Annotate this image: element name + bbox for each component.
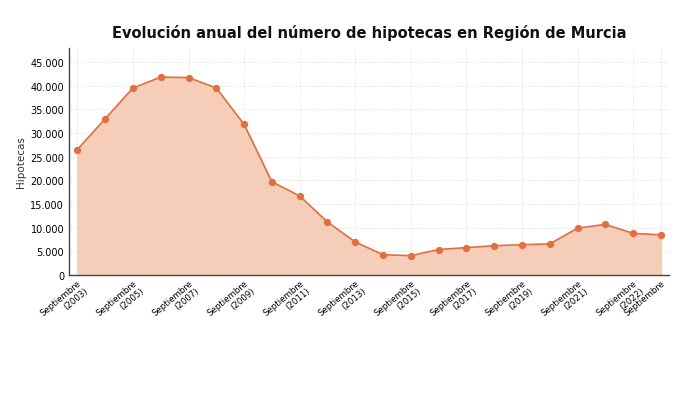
Point (628, 230, 639, 237)
Point (600, 222, 611, 228)
Point (72, 147, 83, 153)
Point (322, 219, 333, 226)
Point (405, 253, 416, 259)
Point (489, 243, 500, 249)
Point (99, 116, 110, 123)
Point (183, 75, 194, 81)
Point (433, 247, 444, 253)
Point (461, 245, 472, 251)
Point (572, 225, 583, 232)
Title: Evolución anual del número de hipotecas en Región de Murcia: Evolución anual del número de hipotecas … (112, 25, 627, 40)
Point (210, 85, 221, 92)
Y-axis label: Hipotecas: Hipotecas (16, 136, 26, 188)
Point (544, 241, 555, 247)
Point (350, 239, 361, 245)
Point (239, 122, 250, 128)
Point (294, 193, 305, 200)
Point (266, 179, 277, 185)
Point (377, 252, 388, 258)
Point (656, 232, 667, 239)
Point (155, 75, 166, 81)
Point (128, 85, 139, 92)
Point (517, 242, 528, 248)
